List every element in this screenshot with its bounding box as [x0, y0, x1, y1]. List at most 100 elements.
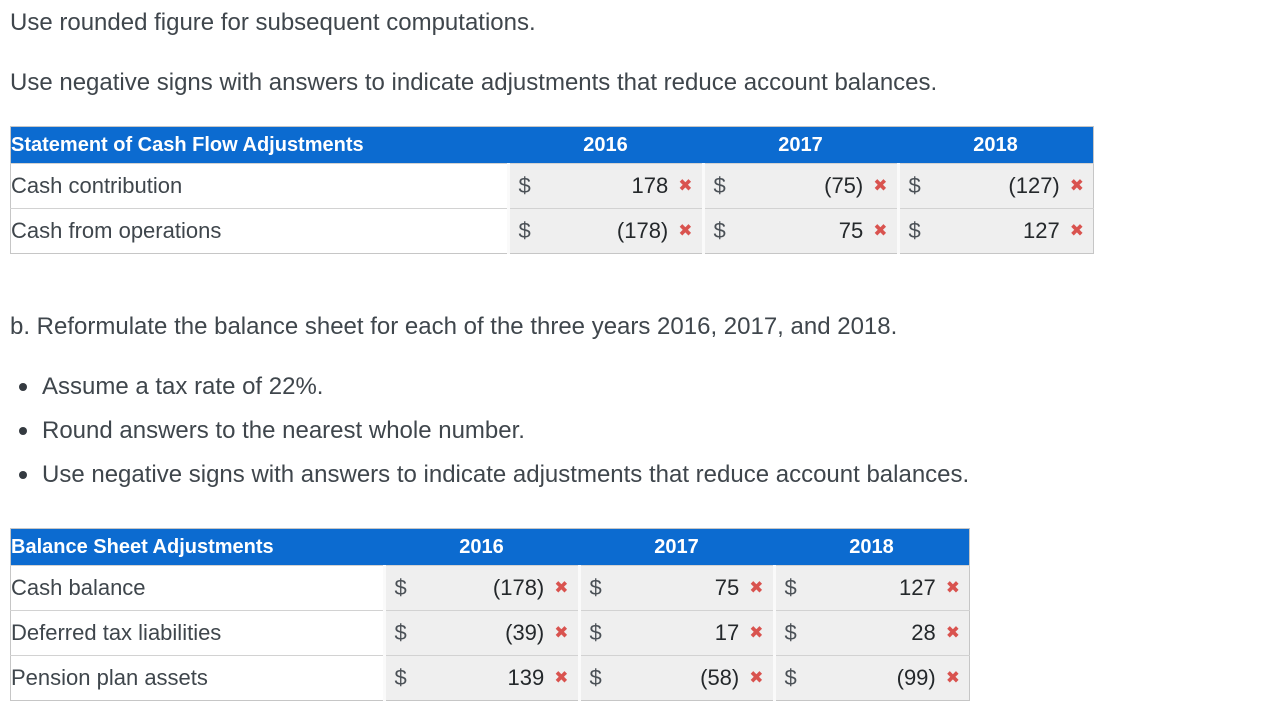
currency-symbol: $	[784, 575, 797, 600]
incorrect-x-icon: ✖	[1069, 175, 1084, 196]
currency-symbol: $	[518, 218, 531, 243]
incorrect-x-icon: ✖	[945, 667, 960, 688]
currency-symbol: $	[394, 620, 407, 645]
answer-cell-content: $ (178) ✖	[386, 566, 578, 610]
currency-symbol: $	[589, 665, 602, 690]
answer-cell-content: $178 ✖	[510, 164, 702, 208]
row-label: Deferred tax liabilities	[10, 610, 385, 656]
answer-cell-content: $127 ✖	[776, 566, 970, 610]
answer-value: 28	[911, 620, 936, 645]
year-column-header: 2016	[508, 126, 703, 164]
answer-cell-content: $127 ✖	[900, 209, 1094, 253]
list-item: Use negative signs with answers to indic…	[10, 458, 1274, 492]
answer-cell: $ (75) ✖	[701, 163, 898, 209]
year-column-header: 2017	[579, 528, 774, 566]
answer-cell: $127 ✖	[772, 565, 970, 611]
cash-flow-adjustments-table: Statement of Cash Flow Adjustments 2016 20…	[10, 126, 1094, 254]
incorrect-x-icon: ✖	[678, 220, 693, 241]
answer-cell: $139 ✖	[382, 655, 579, 701]
currency-symbol: $	[908, 218, 921, 243]
answer-value: 17	[714, 620, 740, 645]
list-item: Round answers to the nearest whole numbe…	[10, 414, 1274, 448]
answer-cell-content: $ (58) ✖	[581, 656, 773, 700]
answer-value: (58)	[700, 665, 740, 690]
answer-cell: $178 ✖	[506, 163, 703, 209]
bullet-dot-icon	[19, 427, 27, 435]
answer-value: 178	[631, 173, 669, 198]
list-item-text: Assume a tax rate of 22%.	[42, 373, 324, 400]
row-label: Cash balance	[10, 565, 385, 611]
answer-cell: $127 ✖	[896, 208, 1094, 254]
list-item: Assume a tax rate of 22%.	[10, 370, 1274, 404]
year-column-header: 2017	[703, 126, 898, 164]
list-item-text: Round answers to the nearest whole numbe…	[42, 417, 525, 444]
table-row: Cash contribution $178 ✖ $ (75) ✖ $ (127) ✖	[10, 163, 1094, 209]
answer-cell: $ (58) ✖	[577, 655, 774, 701]
answer-cell: $75 ✖	[577, 565, 774, 611]
currency-symbol: $	[908, 173, 921, 198]
table-title: Balance Sheet Adjustments	[10, 528, 384, 566]
currency-symbol: $	[589, 575, 602, 600]
currency-symbol: $	[713, 173, 726, 198]
year-column-header: 2016	[384, 528, 579, 566]
row-label: Pension plan assets	[10, 655, 385, 701]
answer-cell-content: $28 ✖	[776, 611, 970, 655]
answer-cell-content: $ (178) ✖	[510, 209, 702, 253]
answer-cell: $ (178) ✖	[506, 208, 703, 254]
year-column-header: 2018	[774, 528, 970, 566]
answer-value: (178)	[616, 218, 669, 243]
answer-cell: $28 ✖	[772, 610, 970, 656]
instruction-rounded-figure: Use rounded figure for subsequent comput…	[10, 9, 536, 36]
currency-symbol: $	[589, 620, 602, 645]
answer-cell-content: $75 ✖	[705, 209, 897, 253]
answer-cell: $ (99) ✖	[772, 655, 970, 701]
answer-cell: $75 ✖	[701, 208, 898, 254]
requirements-list: Assume a tax rate of 22%. Round answers …	[10, 370, 1274, 492]
answer-cell-content: $139 ✖	[386, 656, 578, 700]
balance-sheet-adjustments-table: Balance Sheet Adjustments 2016 2017 2018 Cas…	[10, 528, 970, 701]
instruction-negative-signs: Use negative signs with answers to indic…	[10, 69, 938, 96]
answer-value: (99)	[896, 665, 936, 690]
answer-cell-content: $17 ✖	[581, 611, 773, 655]
section-b-heading: b. Reformulate the balance sheet for eac…	[10, 313, 898, 340]
incorrect-x-icon: ✖	[554, 622, 569, 643]
bullet-dot-icon	[19, 471, 27, 479]
answer-cell-content: $ (39) ✖	[386, 611, 578, 655]
answer-cell-content: $ (127) ✖	[900, 164, 1094, 208]
answer-value: 127	[899, 575, 936, 600]
bullet-dot-icon	[19, 383, 27, 391]
incorrect-x-icon: ✖	[1069, 220, 1084, 241]
incorrect-x-icon: ✖	[749, 667, 764, 688]
currency-symbol: $	[394, 575, 407, 600]
incorrect-x-icon: ✖	[749, 622, 764, 643]
incorrect-x-icon: ✖	[945, 577, 960, 598]
answer-cell: $ (127) ✖	[896, 163, 1094, 209]
currency-symbol: $	[713, 218, 726, 243]
list-item-text: Use negative signs with answers to indic…	[42, 461, 970, 488]
table-row: Cash balance $ (178) ✖ $75 ✖ $127 ✖	[10, 565, 970, 611]
answer-cell-content: $75 ✖	[581, 566, 773, 610]
incorrect-x-icon: ✖	[945, 622, 960, 643]
incorrect-x-icon: ✖	[554, 577, 569, 598]
answer-value: (178)	[492, 575, 545, 600]
answer-cell: $ (39) ✖	[382, 610, 579, 656]
incorrect-x-icon: ✖	[749, 577, 764, 598]
answer-value: (39)	[505, 620, 545, 645]
table-title: Statement of Cash Flow Adjustments	[10, 126, 508, 164]
answer-value: 127	[1023, 218, 1060, 243]
currency-symbol: $	[784, 620, 797, 645]
year-column-header: 2018	[898, 126, 1094, 164]
answer-value: 139	[507, 665, 545, 690]
answer-cell: $ (178) ✖	[382, 565, 579, 611]
answer-cell-content: $ (75) ✖	[705, 164, 897, 208]
answer-cell-content: $ (99) ✖	[776, 656, 970, 700]
incorrect-x-icon: ✖	[873, 220, 888, 241]
currency-symbol: $	[518, 173, 531, 198]
row-label: Cash contribution	[10, 163, 509, 209]
incorrect-x-icon: ✖	[554, 667, 569, 688]
answer-cell: $17 ✖	[577, 610, 774, 656]
answer-value: 75	[838, 218, 864, 243]
currency-symbol: $	[784, 665, 797, 690]
row-label: Cash from operations	[10, 208, 509, 254]
